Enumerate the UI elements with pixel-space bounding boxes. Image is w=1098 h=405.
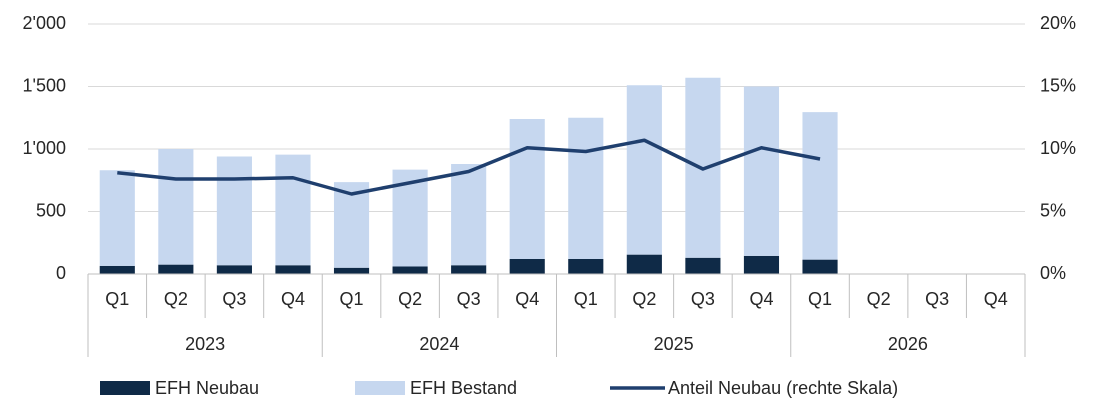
bar <box>275 265 311 274</box>
legend-swatch <box>355 381 405 395</box>
legend-swatch <box>100 381 150 395</box>
bar <box>216 156 252 266</box>
bar <box>333 182 370 268</box>
bar <box>509 119 545 259</box>
x-group-label: 2024 <box>419 334 459 354</box>
y2-tick-label: 15% <box>1040 75 1076 95</box>
x-tick-label: Q1 <box>340 289 364 309</box>
y2-tick-label: 20% <box>1040 13 1076 33</box>
bar <box>802 112 838 260</box>
x-tick-label: Q2 <box>398 289 422 309</box>
y2-tick-label: 10% <box>1040 138 1076 158</box>
x-tick-label: Q4 <box>749 289 773 309</box>
x-tick-label: Q4 <box>515 289 539 309</box>
x-tick-label: Q2 <box>632 289 656 309</box>
x-tick-label: Q3 <box>925 289 949 309</box>
x-tick-label: Q1 <box>105 289 129 309</box>
x-tick-label: Q2 <box>164 289 188 309</box>
y2-tick-label: 5% <box>1040 200 1066 220</box>
x-tick-label: Q3 <box>457 289 481 309</box>
legend-label: Anteil Neubau (rechte Skala) <box>668 378 898 398</box>
x-tick-label: Q2 <box>867 289 891 309</box>
line <box>117 138 821 196</box>
y2-tick-label: 0% <box>1040 263 1066 283</box>
x-tick-label: Q3 <box>691 289 715 309</box>
bar <box>626 85 662 255</box>
x-tick-label: Q3 <box>222 289 246 309</box>
bar <box>568 117 604 259</box>
y-tick-label: 500 <box>36 200 66 220</box>
legend-label: EFH Neubau <box>155 378 259 398</box>
y-tick-label: 2'000 <box>23 13 66 33</box>
bar <box>158 264 194 274</box>
y-tick-label: 1'000 <box>23 138 66 158</box>
x-group-label: 2023 <box>185 334 225 354</box>
x-tick-label: Q4 <box>984 289 1008 309</box>
bar <box>333 267 370 274</box>
bar <box>802 259 838 274</box>
bar <box>743 255 780 274</box>
x-tick-label: Q1 <box>808 289 832 309</box>
bar <box>509 259 545 274</box>
x-group-label: 2026 <box>888 334 928 354</box>
bar <box>626 254 662 274</box>
bar <box>158 149 194 265</box>
bar <box>743 86 780 256</box>
bar <box>568 259 604 274</box>
x-group-label: 2025 <box>654 334 694 354</box>
x-tick-label: Q4 <box>281 289 305 309</box>
legend-label: EFH Bestand <box>410 378 517 398</box>
bar <box>216 265 252 274</box>
y-tick-label: 1'500 <box>23 75 66 95</box>
bar <box>99 265 135 274</box>
x-tick-label: Q1 <box>574 289 598 309</box>
bar <box>451 164 487 266</box>
bar <box>685 257 721 274</box>
bar <box>275 154 311 266</box>
bar <box>392 266 428 274</box>
bar <box>99 170 135 266</box>
y-tick-label: 0 <box>56 263 66 283</box>
bar <box>451 265 487 274</box>
